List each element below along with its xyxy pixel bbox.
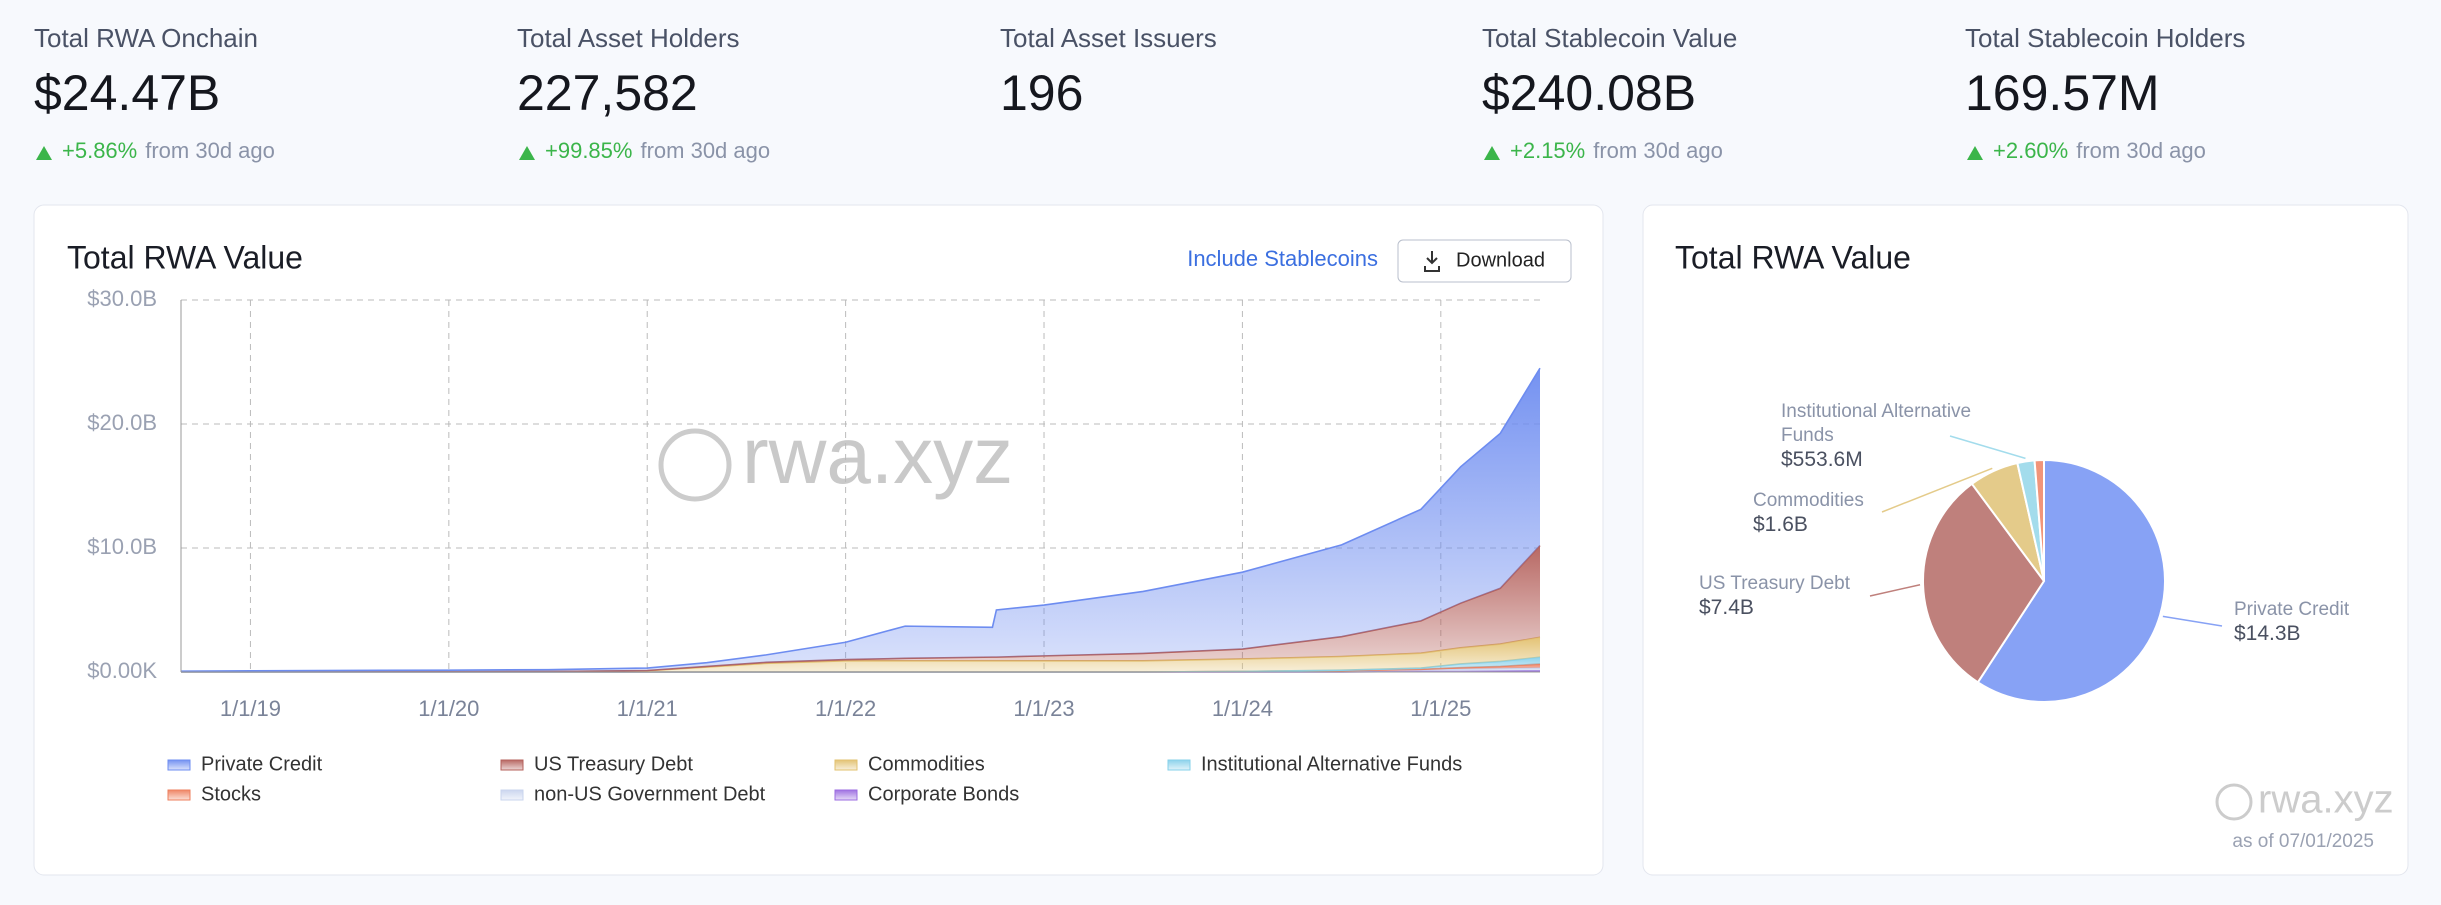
stat-label: Total Stablecoin Holders — [1965, 23, 2245, 53]
stat-value: 196 — [1000, 65, 1083, 121]
pie-category: Commodities — [1753, 490, 1864, 511]
legend-swatch — [834, 789, 858, 801]
as-of: as of 07/01/2025 — [2232, 831, 2374, 852]
legend-swatch — [167, 789, 191, 801]
download-label[interactable]: Download — [1456, 249, 1545, 271]
stat-label: Total Stablecoin Value — [1482, 23, 1737, 53]
include-stablecoins[interactable]: Include Stablecoins — [1187, 246, 1378, 271]
legend-swatch — [834, 759, 858, 771]
x-tick-label: 1/1/22 — [815, 696, 876, 721]
pie-value-label: $1.6B — [1753, 513, 1808, 536]
download-button[interactable] — [1397, 239, 1572, 283]
up-arrow — [1967, 146, 1983, 160]
pie-label: Private Credit $14.3B — [2234, 598, 2349, 646]
pie-label: US Treasury Debt $7.4B — [1699, 572, 1850, 620]
pie-category: Institutional Alternative Funds — [1781, 401, 1972, 446]
watermark: rwa.xyz — [742, 411, 1013, 500]
stat-value: 169.57M — [1965, 65, 2160, 121]
legend-swatch — [167, 759, 191, 771]
pie-value-label: $553.6M — [1781, 448, 1863, 471]
up-arrow — [1484, 146, 1500, 160]
legend-label: non-US Government Debt — [534, 783, 766, 805]
legend-label: Commodities — [868, 753, 985, 775]
pie-category: Private Credit — [2234, 599, 2350, 620]
stat-label: Total RWA Onchain — [34, 23, 258, 53]
x-tick-label: 1/1/20 — [418, 696, 479, 721]
stat-change: +2.60% — [1993, 138, 2068, 163]
x-tick-label: 1/1/19 — [220, 696, 281, 721]
legend-swatch — [500, 789, 524, 801]
leader-line — [1881, 467, 1993, 513]
stat-value: 227,582 — [517, 65, 698, 121]
pie-value-label: $14.3B — [2234, 622, 2301, 645]
watermark-globe — [658, 428, 732, 502]
pie-category: US Treasury Debt — [1699, 573, 1850, 594]
legend-label: Stocks — [201, 783, 261, 805]
stat-note: from 30d ago — [2076, 138, 2206, 163]
x-tick-label: 1/1/23 — [1013, 696, 1074, 721]
stat-value: $24.47B — [34, 65, 220, 121]
pie-slice — [1922, 482, 2046, 684]
legend-swatch — [1167, 759, 1191, 771]
area-card — [33, 204, 1604, 876]
watermark-globe — [2215, 783, 2253, 821]
area-line — [180, 367, 1541, 672]
legend-label: Private Credit — [201, 753, 323, 775]
area-title: Total RWA Value — [67, 239, 303, 275]
x-tick-label: 1/1/21 — [617, 696, 678, 721]
pie-title: Total RWA Value — [1675, 239, 1911, 275]
watermark-small: rwa.xyz — [2258, 778, 2394, 822]
y-tick-label: $0.00K — [87, 658, 157, 683]
stat-change: +99.85% — [545, 138, 632, 163]
pie-label: Institutional Alternative Funds $553.6M — [1781, 400, 1981, 472]
stat-note: from 30d ago — [145, 138, 275, 163]
leader-line — [2162, 615, 2223, 627]
stat-label: Total Asset Holders — [517, 23, 740, 53]
stat-label: Total Asset Issuers — [1000, 23, 1217, 53]
stat-note: from 30d ago — [640, 138, 770, 163]
download-icon — [1424, 251, 1440, 272]
legend-label: Institutional Alternative Funds — [1201, 753, 1462, 775]
pie-value-label: $7.4B — [1699, 596, 1754, 619]
up-arrow — [36, 146, 52, 160]
stat-change: +2.15% — [1510, 138, 1585, 163]
x-tick-label: 1/1/25 — [1410, 696, 1471, 721]
y-tick-label: $30.0B — [87, 286, 157, 311]
pie-slice — [2033, 458, 2045, 582]
leader-line — [1869, 583, 1921, 597]
y-tick-label: $10.0B — [87, 534, 157, 559]
pie-label: Commodities $1.6B — [1753, 489, 1864, 537]
area — [181, 368, 1540, 672]
stat-value: $240.08B — [1482, 65, 1696, 121]
legend-label: Corporate Bonds — [868, 783, 1019, 805]
pie-slice — [1976, 458, 2166, 703]
stat-change: +5.86% — [62, 138, 137, 163]
up-arrow — [519, 146, 535, 160]
y-tick-label: $20.0B — [87, 410, 157, 435]
stat-note: from 30d ago — [1593, 138, 1723, 163]
legend-label: US Treasury Debt — [534, 753, 693, 775]
leader-line — [1949, 435, 2026, 460]
x-tick-label: 1/1/24 — [1212, 696, 1273, 721]
legend-swatch — [500, 759, 524, 771]
area — [181, 637, 1540, 672]
